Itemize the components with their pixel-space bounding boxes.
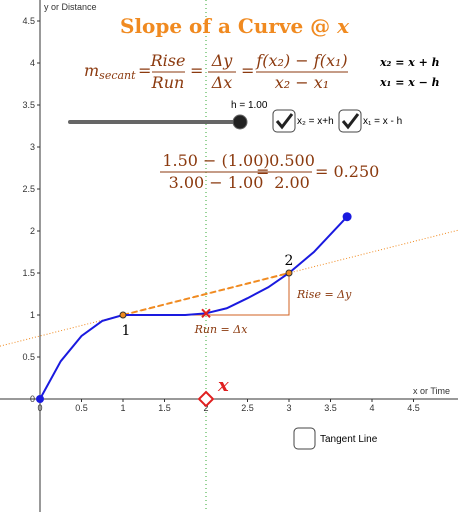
def: x₂ = x + h <box>379 56 440 69</box>
def: x₁ = x − h <box>379 76 440 89</box>
checkbox[interactable] <box>293 427 316 450</box>
calc-den: 3.00 − 1.00 <box>169 173 264 192</box>
checkbox-label: x₁ = x - h <box>363 116 402 127</box>
calc-den: 2.00 <box>274 173 310 192</box>
x-tick-label: 4 <box>369 403 374 413</box>
secant-point <box>285 269 293 277</box>
eq: = <box>241 61 254 80</box>
checkbox-label: x₂ = x+h <box>297 116 334 127</box>
secant-segment <box>122 272 290 316</box>
rise-label: Rise = Δy <box>296 288 352 301</box>
secant-line <box>0 229 458 347</box>
center-marker <box>201 308 211 319</box>
x-tick-label: 3 <box>286 403 291 413</box>
y-tick-label: 3 <box>30 142 35 152</box>
title: Slope of a Curve @ x <box>120 14 350 38</box>
eq: = <box>138 61 151 80</box>
calc-num: 0.500 <box>269 151 315 170</box>
x-point-label: x <box>217 375 229 396</box>
y-tick-label: 1.5 <box>22 268 35 278</box>
x-tick-label: 1.5 <box>158 403 171 413</box>
dy: Δy <box>211 51 234 70</box>
calc-num: 1.50 − (1.00) <box>162 151 269 170</box>
x-tick-label: 0 <box>37 403 42 413</box>
y-tick-label: 0 <box>30 394 35 404</box>
checkbox-label: Tangent Line <box>320 434 378 445</box>
y-tick-label: 1 <box>30 310 35 320</box>
eq: = <box>256 162 269 181</box>
x-tick-label: 3.5 <box>324 403 337 413</box>
x-tick-label: 2 <box>203 403 208 413</box>
m-sub: secant <box>99 69 136 82</box>
den: x₂ − x₁ <box>275 73 329 92</box>
point-label: 1 <box>122 323 131 339</box>
check <box>275 113 294 130</box>
point-label: 2 <box>285 253 294 269</box>
checkbox[interactable] <box>272 109 296 133</box>
title-var: x <box>336 14 350 38</box>
m: m <box>84 61 99 80</box>
curve <box>39 216 348 400</box>
num: f(x₂) − f(x₁) <box>255 51 347 70</box>
rise: Rise <box>150 51 186 70</box>
title-text: Slope of a Curve @ <box>120 14 337 38</box>
y-tick-label: 4.5 <box>22 16 35 26</box>
m-secant: msecant <box>84 61 136 82</box>
y-tick-label: 4 <box>30 58 35 68</box>
x-tick-label: 0.5 <box>75 403 88 413</box>
calc-result: = 0.250 <box>315 162 379 181</box>
x-axis-label: x or Time <box>413 386 450 396</box>
check <box>341 113 360 130</box>
x-tick-label: 1 <box>120 403 125 413</box>
y-tick-label: 3.5 <box>22 100 35 110</box>
x-tick-label: 2.5 <box>241 403 254 413</box>
secant-point <box>119 311 127 319</box>
run-label: Run = Δx <box>194 323 249 336</box>
y-tick-label: 2 <box>30 226 35 236</box>
x-point <box>197 390 215 408</box>
run: Run <box>151 73 185 92</box>
curve-end <box>342 212 352 222</box>
curve-start <box>36 395 44 403</box>
y-tick-label: 0.5 <box>22 352 35 362</box>
slider-label: h = 1.00 <box>231 100 268 111</box>
y-axis-label: y or Distance <box>44 2 97 12</box>
dx: Δx <box>211 73 233 92</box>
checkbox[interactable] <box>338 109 362 133</box>
slider-knob[interactable] <box>232 114 248 130</box>
y-tick-label: 2.5 <box>22 184 35 194</box>
eq: = <box>190 61 203 80</box>
x-tick-label: 4.5 <box>407 403 420 413</box>
